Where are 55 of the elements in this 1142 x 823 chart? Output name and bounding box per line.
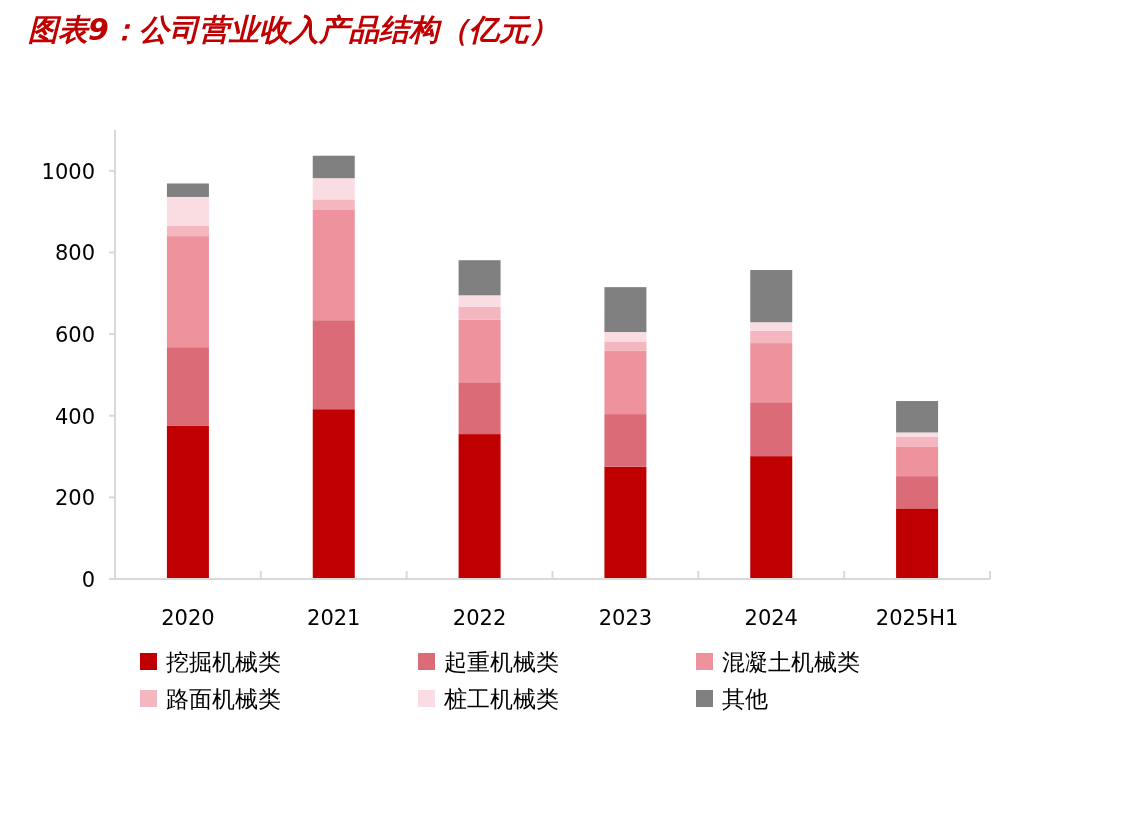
bar [312,199,355,210]
y-tick-label: 1000 [41,159,95,184]
bar [458,434,501,579]
y-tick-label: 200 [54,486,95,511]
legend-label: 路面机械类 [166,686,281,712]
bar [896,446,939,477]
legend-label: 挖掘机械类 [166,649,281,675]
bar [750,270,793,323]
x-tick-label: 2020 [161,606,215,630]
bar [750,456,793,579]
bar [166,425,209,579]
bar [166,225,209,237]
bar [896,476,939,509]
y-tick-label: 800 [54,241,95,266]
bar [312,155,355,179]
bar [750,343,793,403]
bar [896,436,939,447]
bar [458,260,501,296]
bar [896,432,939,437]
bar [166,347,209,426]
x-tick-label: 2023 [598,606,653,630]
y-tick-label: 0 [81,568,95,592]
bar [604,332,647,342]
bar [604,466,647,579]
legend-label: 混凝土机械类 [722,649,860,675]
bar [312,320,355,410]
bar [458,382,501,435]
bar [896,508,939,579]
legend-label: 起重机械类 [444,649,559,675]
bar [604,341,647,351]
bar [166,183,209,197]
legend-label: 桩工机械类 [443,686,559,712]
bar [312,210,355,321]
bar [604,350,647,415]
chart-title: 图表9：公司营业收入产品结构（亿元） [28,12,559,47]
bar [166,236,209,348]
bar [458,319,501,383]
bar [896,401,939,433]
legend-label: 其他 [722,686,768,712]
bar [750,322,793,331]
x-tick-label: 2025H1 [875,606,959,630]
bar [604,287,647,333]
y-tick-label: 400 [54,404,95,429]
bar [312,409,355,579]
bar [750,330,793,344]
bar [458,306,501,320]
bar [166,196,209,226]
bar [458,295,501,307]
bar [604,414,647,467]
bar [750,402,793,457]
x-tick-label: 2022 [452,606,507,630]
y-tick-label: 600 [54,323,95,348]
x-tick-label: 2024 [744,606,798,630]
bar [312,178,355,200]
x-tick-label: 2021 [307,606,361,630]
